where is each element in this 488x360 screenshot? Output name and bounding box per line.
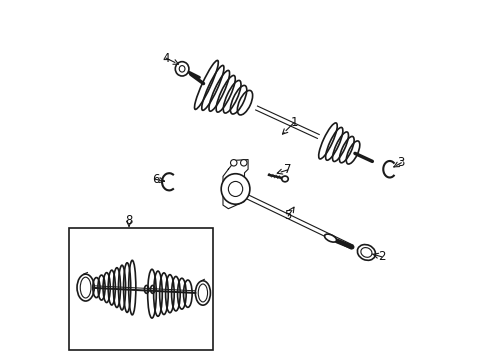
Ellipse shape — [357, 244, 375, 260]
Circle shape — [240, 159, 246, 166]
Text: 6: 6 — [151, 173, 159, 186]
Ellipse shape — [281, 176, 287, 182]
Ellipse shape — [324, 234, 336, 242]
Bar — [69, 228, 212, 350]
Ellipse shape — [175, 62, 188, 76]
Text: 5: 5 — [284, 210, 291, 222]
Text: 3: 3 — [397, 156, 404, 169]
Text: 7: 7 — [283, 163, 291, 176]
Text: 8: 8 — [125, 214, 132, 227]
Text: 2: 2 — [377, 250, 385, 263]
Text: 4: 4 — [162, 51, 169, 64]
Polygon shape — [223, 159, 247, 209]
Ellipse shape — [221, 174, 249, 204]
Circle shape — [230, 159, 237, 166]
Text: 1: 1 — [290, 116, 297, 129]
